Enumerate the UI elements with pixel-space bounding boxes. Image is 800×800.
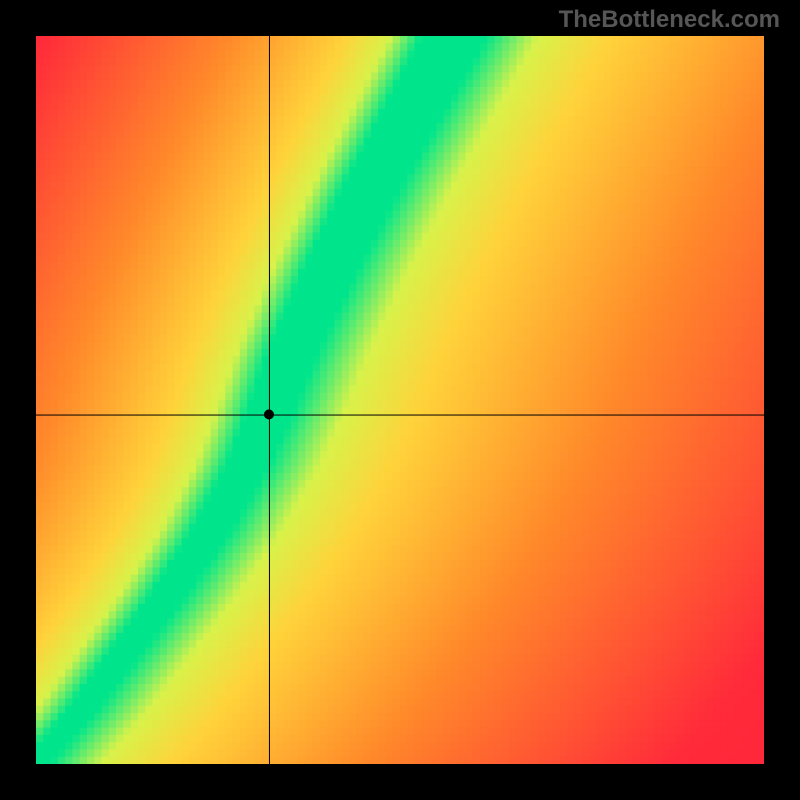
chart-container: TheBottleneck.com	[0, 0, 800, 800]
bottleneck-heatmap	[0, 0, 800, 800]
watermark-text: TheBottleneck.com	[559, 6, 780, 34]
